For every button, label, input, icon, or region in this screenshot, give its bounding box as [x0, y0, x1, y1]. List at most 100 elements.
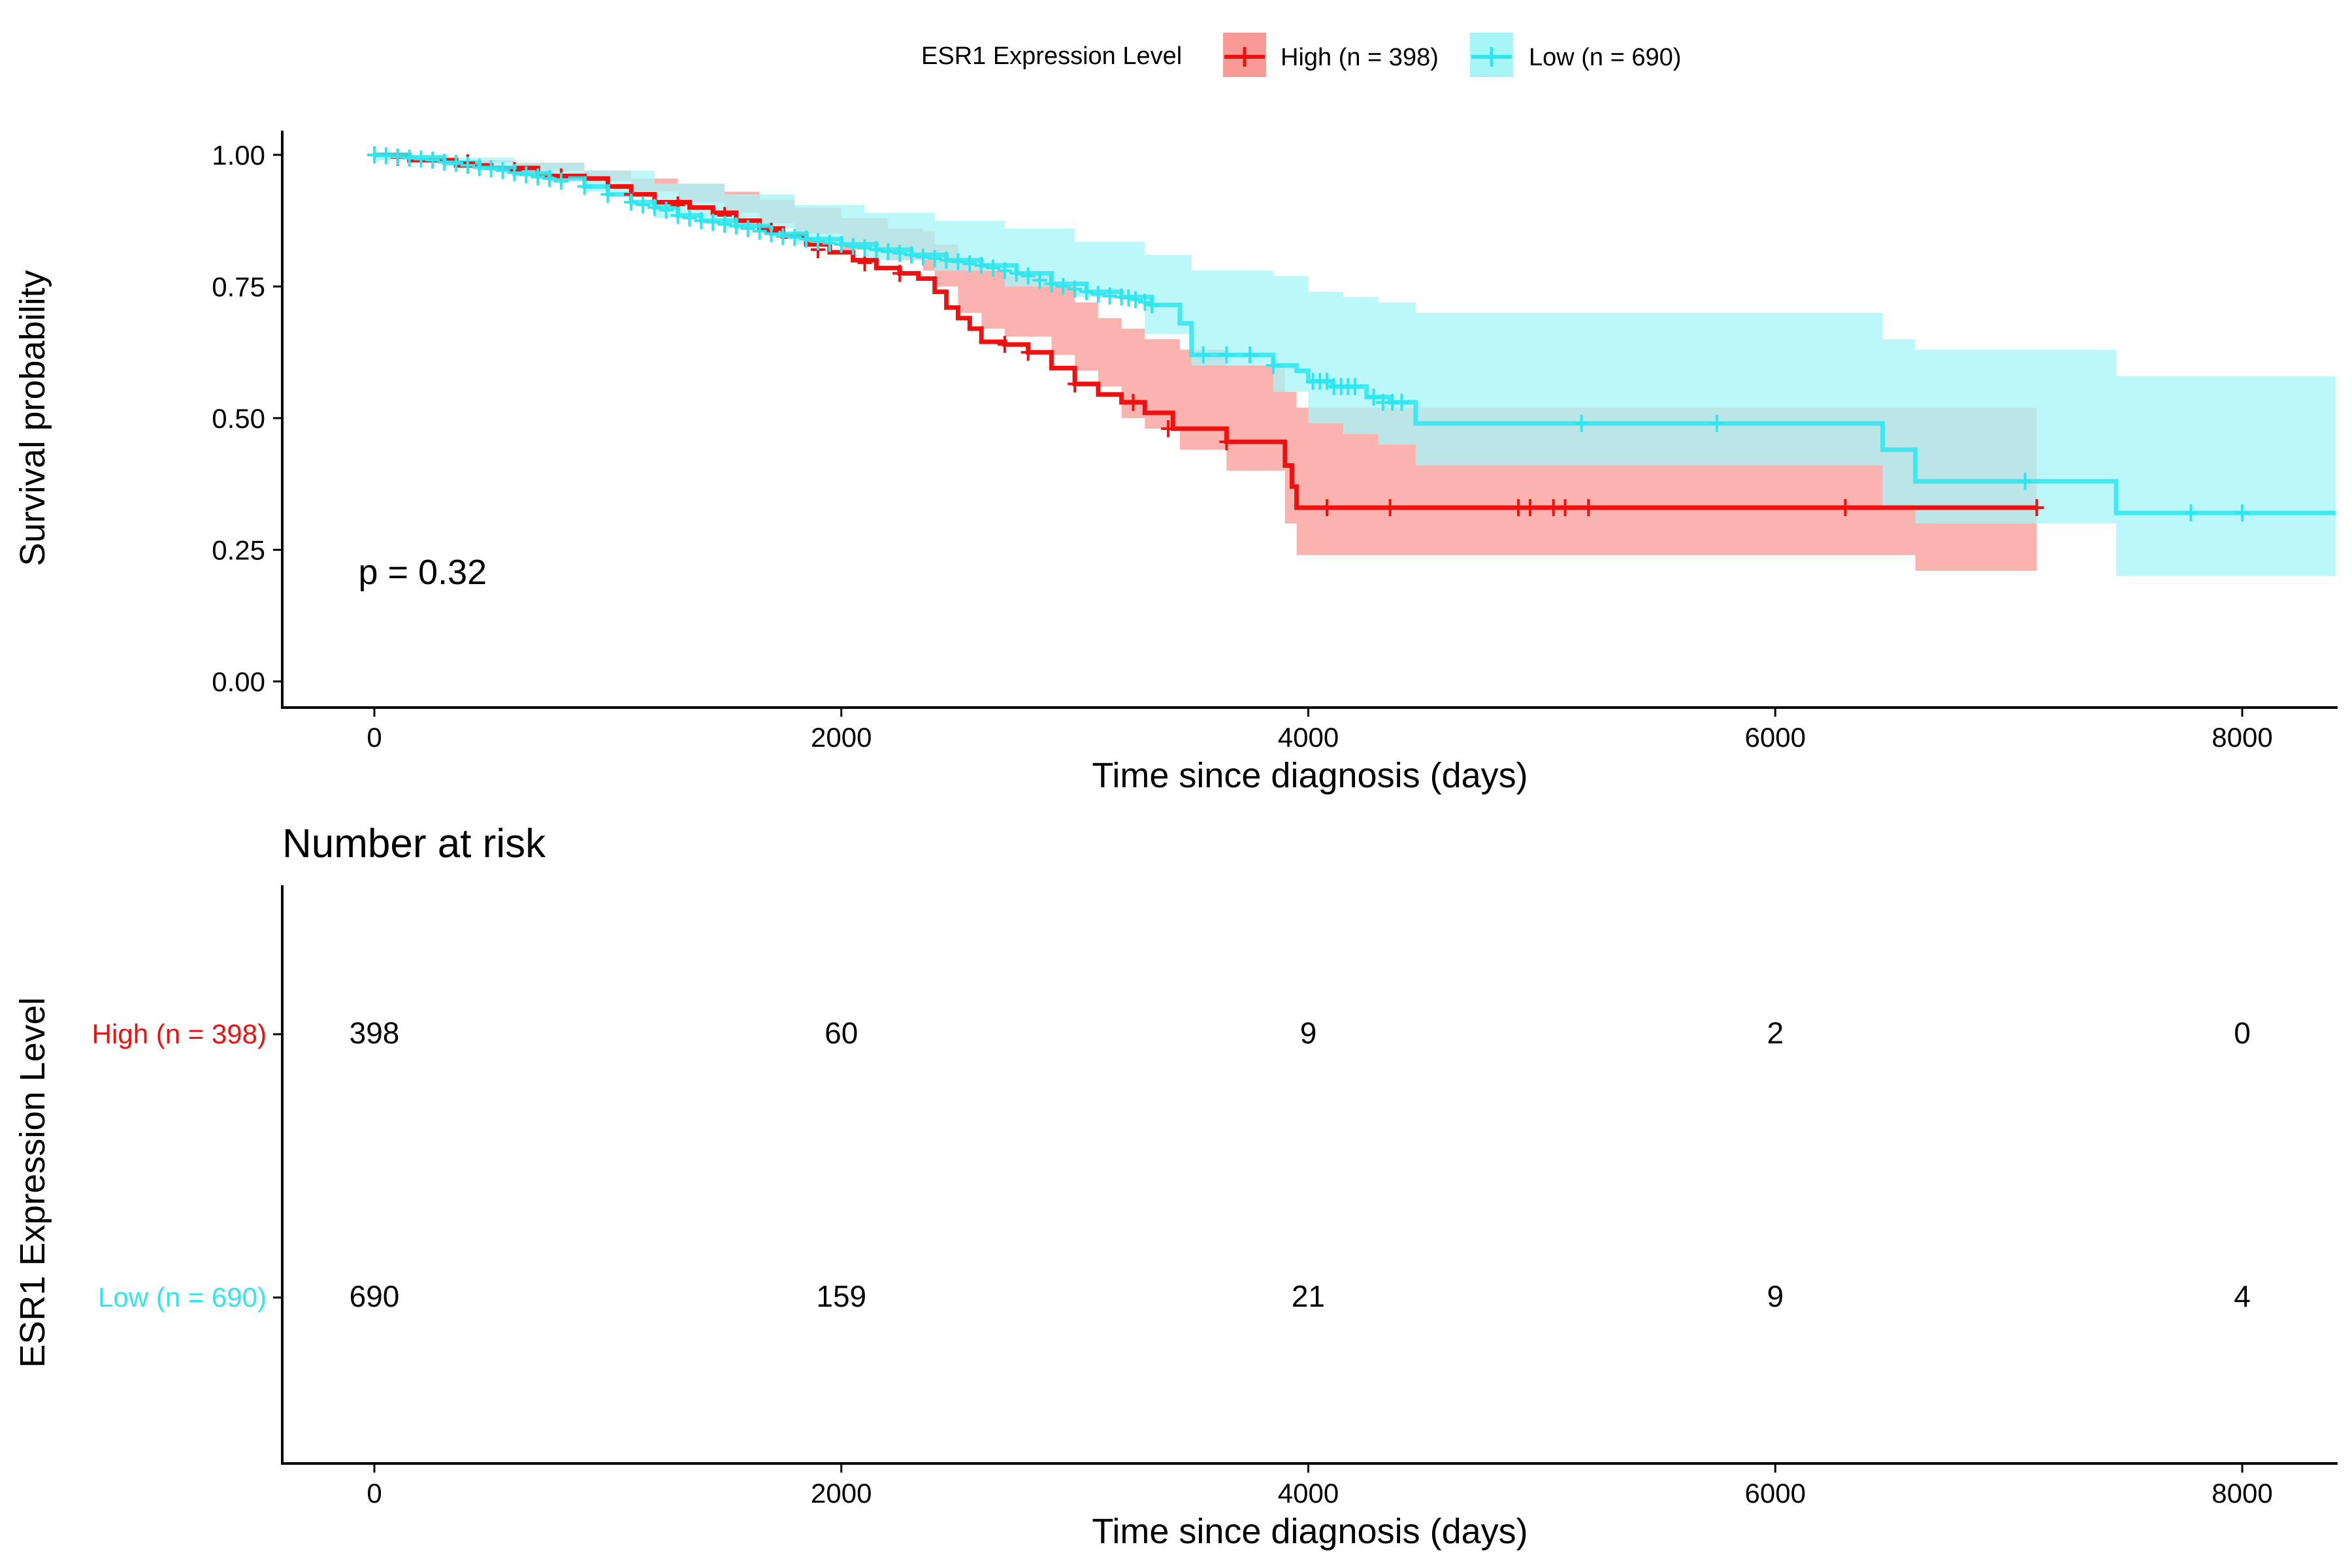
- censor-mark-low-10: [483, 159, 498, 177]
- risk-x-tick-label-0: 0: [367, 1478, 382, 1509]
- risk-x-tick-label-1: 2000: [811, 1478, 872, 1509]
- y-tick-label-3: 0.75: [212, 272, 265, 302]
- censor-mark-low-23: [670, 206, 685, 224]
- censor-mark-low-84: [2183, 504, 2198, 522]
- censor-mark-low-52: [1009, 265, 1024, 282]
- censor-mark-low-51: [997, 262, 1012, 280]
- risk-x-tick-label-4: 8000: [2212, 1478, 2272, 1509]
- censor-mark-low-57: [1068, 280, 1083, 298]
- censor-mark-low-82: [1709, 415, 1724, 433]
- censor-mark-low-13: [519, 166, 534, 184]
- risk-cell-low-2: 21: [1292, 1279, 1325, 1313]
- censor-mark-low-85: [2235, 504, 2249, 522]
- censor-mark-low-29: [740, 220, 755, 237]
- censor-mark-low-50: [986, 259, 1001, 277]
- censor-mark-high-13: [1021, 344, 1036, 361]
- legend-title: ESR1 Expression Level: [921, 42, 1182, 70]
- censor-mark-low-47: [951, 253, 966, 270]
- censor-mark-low-63: [1128, 291, 1143, 308]
- censor-mark-low-15: [542, 170, 557, 188]
- y-axis-title: Survival probability: [13, 270, 52, 566]
- censor-mark-high-10: [857, 254, 872, 272]
- y-tick-label-4: 1.00: [212, 140, 265, 171]
- censor-mark-low-81: [1574, 415, 1589, 433]
- risk-cell-low-3: 9: [1767, 1279, 1784, 1313]
- risk-table: Number at risk High (n = 398) 398 60 9 2 0 Low…: [13, 821, 2338, 1551]
- censor-mark-high-15: [1126, 393, 1141, 411]
- censor-mark-low-8: [460, 157, 475, 174]
- risk-cell-low-1: 159: [816, 1279, 866, 1313]
- censor-mark-high-21: [1523, 499, 1538, 517]
- censor-mark-low-35: [811, 233, 826, 250]
- y-tick-label-1: 0.25: [212, 535, 265, 566]
- risk-x-ticks: 0 2000 4000 6000 8000: [367, 1463, 2273, 1509]
- censor-mark-low-7: [449, 154, 464, 172]
- censor-mark-low-19: [624, 193, 639, 211]
- censor-mark-low-83: [2017, 472, 2033, 490]
- censor-mark-high-23: [1558, 499, 1573, 517]
- censor-mark-low-5: [425, 152, 440, 169]
- legend-label-low: Low (n = 690): [1529, 44, 1681, 71]
- censor-mark-low-62: [1121, 289, 1136, 307]
- censor-mark-low-24: [682, 209, 697, 227]
- censor-mark-low-45: [927, 250, 942, 267]
- legend-label-high: High (n = 398): [1281, 44, 1439, 71]
- censor-mark-low-55: [1044, 275, 1059, 293]
- risk-cell-high-1: 60: [825, 1016, 858, 1050]
- censor-mark-low-34: [799, 230, 814, 248]
- ci-band-low: [374, 155, 2336, 576]
- censor-mark-low-27: [717, 216, 732, 233]
- risk-row-label-high: High (n = 398): [92, 1019, 267, 1049]
- censor-mark-low-40: [869, 241, 884, 259]
- censor-mark-low-59: [1090, 286, 1105, 303]
- censor-mark-low-42: [892, 244, 907, 262]
- censor-mark-low-56: [1056, 278, 1071, 295]
- censor-mark-high-19: [1382, 499, 1397, 517]
- censor-mark-low-77: [1366, 388, 1381, 406]
- censor-mark-low-66: [1196, 346, 1211, 364]
- censor-mark-low-39: [857, 239, 872, 257]
- legend: ESR1 Expression Level High (n = 398) Low…: [921, 33, 1681, 77]
- censor-mark-high-24: [1581, 499, 1596, 517]
- censor-mark-low-21: [647, 199, 662, 216]
- censor-mark-high-14: [1068, 375, 1083, 393]
- censor-mark-low-20: [635, 196, 650, 214]
- censor-mark-high-25: [1838, 499, 1853, 517]
- censor-mark-low-12: [507, 164, 522, 182]
- x-tick-label-2: 4000: [1278, 722, 1339, 753]
- risk-cell-low-4: 4: [2234, 1279, 2251, 1313]
- censor-mark-low-65: [1145, 296, 1160, 314]
- x-tick-label-4: 8000: [2212, 722, 2272, 753]
- risk-cell-low-0: 690: [350, 1279, 400, 1313]
- censor-mark-low-31: [764, 225, 779, 242]
- censor-mark-high-16: [1161, 420, 1176, 438]
- censor-mark-low-41: [881, 243, 896, 261]
- censor-mark-high-18: [1320, 499, 1335, 517]
- risk-row-label-low: Low (n = 690): [98, 1282, 267, 1313]
- y-ticks: 0.00 0.25 0.50 0.75 1.00: [212, 140, 282, 697]
- censor-mark-low-33: [787, 229, 802, 246]
- censor-mark-low-46: [939, 252, 954, 269]
- censor-mark-low-44: [915, 248, 930, 266]
- x-axis-title: Time since diagnosis (days): [1092, 756, 1527, 795]
- censor-mark-low-69: [1266, 357, 1281, 374]
- x-tick-label-0: 0: [367, 722, 382, 753]
- risk-cell-high-2: 9: [1300, 1016, 1317, 1050]
- censor-mark-high-26: [2029, 499, 2044, 517]
- censor-mark-low-37: [834, 236, 849, 253]
- risk-x-tick-label-2: 4000: [1278, 1478, 1339, 1509]
- risk-y-axis-title: ESR1 Expression Level: [13, 997, 52, 1367]
- censor-mark-low-30: [752, 222, 767, 240]
- risk-cell-high-4: 0: [2234, 1016, 2251, 1050]
- censor-mark-low-43: [904, 246, 919, 264]
- censor-mark-low-53: [1021, 267, 1036, 285]
- censor-mark-low-22: [659, 201, 674, 219]
- censor-mark-low-38: [845, 238, 860, 255]
- x-ticks: 0 2000 4000 6000 8000: [367, 708, 2273, 753]
- censor-mark-high-11: [892, 265, 907, 282]
- censor-mark-low-48: [962, 255, 977, 272]
- censor-mark-low-49: [974, 257, 989, 274]
- censor-mark-low-16: [553, 172, 568, 190]
- censor-mark-low-14: [531, 168, 546, 186]
